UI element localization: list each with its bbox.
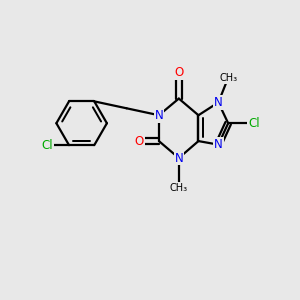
Text: N: N (214, 138, 223, 151)
Text: O: O (134, 135, 144, 148)
Text: CH₃: CH₃ (219, 73, 237, 83)
Text: N: N (214, 96, 223, 109)
Text: N: N (175, 152, 183, 164)
Text: O: O (174, 66, 184, 79)
Text: Cl: Cl (42, 139, 53, 152)
Text: N: N (154, 109, 163, 122)
Text: Cl: Cl (248, 117, 260, 130)
Text: CH₃: CH₃ (170, 183, 188, 193)
